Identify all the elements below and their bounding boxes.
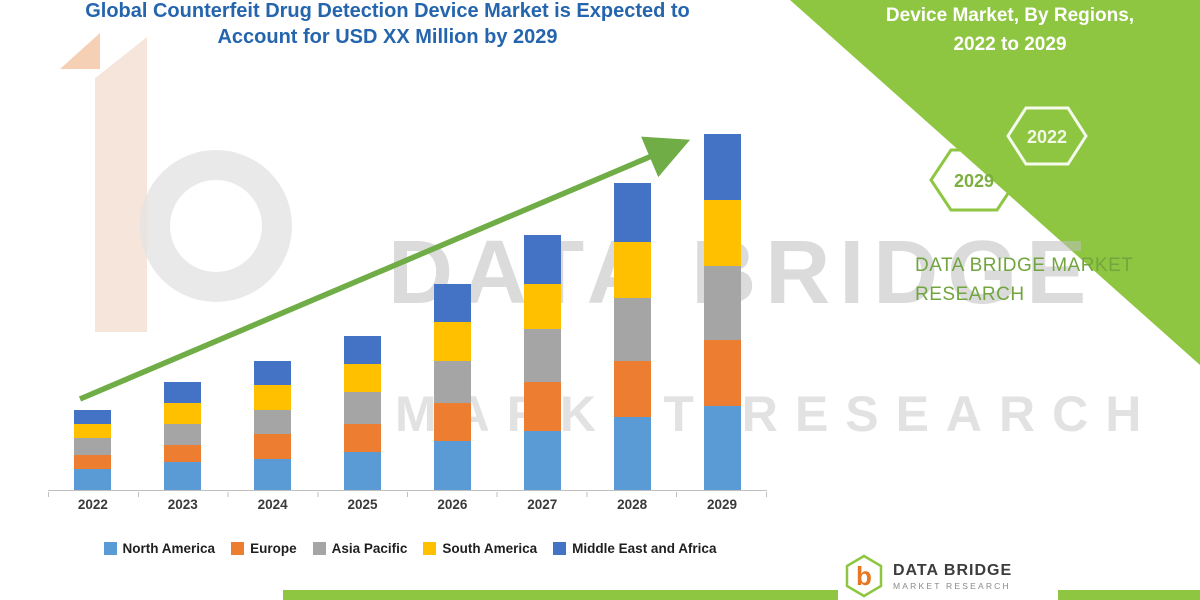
segment-middle-east-and-africa-2028 (613, 182, 651, 242)
bar-2025 (344, 336, 382, 490)
data-bridge-hexagon-b-logo-icon: b (845, 554, 883, 598)
segment-south-america-2025 (344, 364, 382, 392)
plot-area (48, 95, 767, 491)
segment-north-america-2029 (703, 406, 741, 490)
bar-2024 (254, 360, 292, 490)
segment-asia-pacific-2026 (433, 360, 471, 403)
segment-south-america-2026 (433, 322, 471, 361)
segment-europe-2027 (523, 381, 561, 431)
segment-europe-2028 (613, 360, 651, 417)
footer-logo-text: DATA BRIDGE MARKET RESEARCH (893, 561, 1012, 590)
chart-title-line1: Global Counterfeit Drug Detection Device… (85, 0, 690, 22)
bar-2027 (523, 235, 561, 490)
legend-label: Asia Pacific (331, 541, 408, 556)
x-axis-ticks (48, 492, 767, 497)
segment-middle-east-and-africa-2027 (523, 235, 561, 284)
x-label-2027: 2027 (527, 497, 558, 512)
segment-asia-pacific-2028 (613, 297, 651, 361)
segment-north-america-2025 (344, 451, 382, 490)
segment-south-america-2027 (523, 283, 561, 330)
segment-asia-pacific-2022 (74, 437, 112, 455)
segment-north-america-2026 (433, 441, 471, 490)
segment-europe-2023 (164, 444, 202, 462)
brand-text: DATA BRIDGE MARKET RESEARCH (915, 252, 1133, 309)
legend-swatch-icon (553, 542, 567, 555)
brand-text-line1: DATA BRIDGE MARKET (915, 255, 1134, 276)
x-label-2029: 2029 (707, 497, 738, 512)
x-label-2026: 2026 (437, 497, 468, 512)
segment-europe-2026 (433, 402, 471, 442)
segment-south-america-2028 (613, 241, 651, 298)
chart-title: Global Counterfeit Drug Detection Device… (35, 0, 740, 50)
legend-item-south-america: South America (423, 541, 537, 556)
x-label-2024: 2024 (257, 497, 288, 512)
x-axis-labels: 2022 2023 2024 2025 2026 2027 2028 2029 (48, 497, 767, 512)
bar-2028 (613, 182, 651, 490)
legend-swatch-icon (231, 542, 245, 555)
x-label-2022: 2022 (77, 497, 108, 512)
segment-middle-east-and-africa-2025 (344, 336, 382, 364)
segment-europe-2025 (344, 423, 382, 452)
bar-2026 (433, 283, 471, 490)
year-hexagons: 2029 2022 (929, 106, 1088, 212)
bar-2023 (164, 381, 202, 490)
x-label-2028: 2028 (617, 497, 648, 512)
legend-swatch-icon (103, 542, 117, 555)
segment-north-america-2028 (613, 416, 651, 490)
side-panel-heading: Device Market, By Regions, 2022 to 2029 (855, 2, 1165, 59)
segment-asia-pacific-2023 (164, 423, 202, 445)
legend-item-north-america: North America (103, 541, 216, 556)
legend-item-asia-pacific: Asia Pacific (312, 541, 408, 556)
bottom-accent-strip (283, 590, 1200, 600)
segment-north-america-2023 (164, 462, 202, 490)
segment-europe-2024 (254, 434, 292, 459)
segment-south-america-2023 (164, 402, 202, 424)
segment-middle-east-and-africa-2024 (254, 360, 292, 385)
segment-asia-pacific-2025 (344, 392, 382, 424)
segment-middle-east-and-africa-2022 (74, 409, 112, 424)
segment-north-america-2022 (74, 469, 112, 490)
segment-asia-pacific-2024 (254, 409, 292, 434)
chart-legend: North America Europe Asia Pacific South Ame… (30, 541, 790, 556)
legend-swatch-icon (423, 542, 437, 555)
segment-south-america-2022 (74, 423, 112, 438)
hexagon-2022-label: 2022 (1027, 127, 1067, 147)
hexagon-2029-outline-icon (929, 148, 1019, 212)
segment-asia-pacific-2029 (703, 266, 741, 340)
segment-north-america-2024 (254, 458, 292, 490)
segment-south-america-2029 (703, 199, 741, 267)
segment-europe-2022 (74, 455, 112, 469)
footer-logo-subtitle: MARKET RESEARCH (893, 580, 1011, 591)
logo-watermark-notch (60, 33, 100, 69)
hexagon-2029-label: 2029 (954, 171, 994, 191)
legend-label: Middle East and Africa (572, 541, 717, 556)
x-label-2025: 2025 (347, 497, 378, 512)
segment-north-america-2027 (523, 430, 561, 490)
svg-text:b: b (856, 561, 872, 591)
hexagon-2022-outline-icon (1006, 106, 1088, 166)
chart-title-line2: Account for USD XX Million by 2029 (217, 26, 558, 48)
side-panel-heading-line1: Device Market, By Regions, (885, 5, 1135, 26)
legend-item-europe: Europe (231, 541, 297, 556)
legend-label: Europe (250, 541, 297, 556)
stacked-bar-chart: 2022 2023 2024 2025 2026 2027 2028 2029 (48, 95, 767, 515)
segment-middle-east-and-africa-2023 (164, 381, 202, 403)
footer-logo: b DATA BRIDGE MARKET RESEARCH (838, 552, 1058, 600)
footer-logo-name: DATA BRIDGE (893, 562, 1013, 580)
segment-europe-2029 (703, 339, 741, 407)
segment-asia-pacific-2027 (523, 329, 561, 382)
side-panel-heading-line2: 2022 to 2029 (953, 33, 1067, 55)
segment-south-america-2024 (254, 385, 292, 410)
legend-swatch-icon (312, 542, 326, 555)
brand-text-line2: RESEARCH (915, 283, 1025, 305)
bar-2029 (703, 133, 741, 490)
x-label-2023: 2023 (167, 497, 198, 512)
legend-item-middle-east-and-africa: Middle East and Africa (553, 541, 716, 556)
bar-2022 (74, 409, 112, 490)
segment-middle-east-and-africa-2026 (433, 283, 471, 323)
segment-middle-east-and-africa-2029 (703, 133, 741, 200)
legend-label: South America (442, 541, 538, 556)
legend-label: North America (122, 541, 216, 556)
